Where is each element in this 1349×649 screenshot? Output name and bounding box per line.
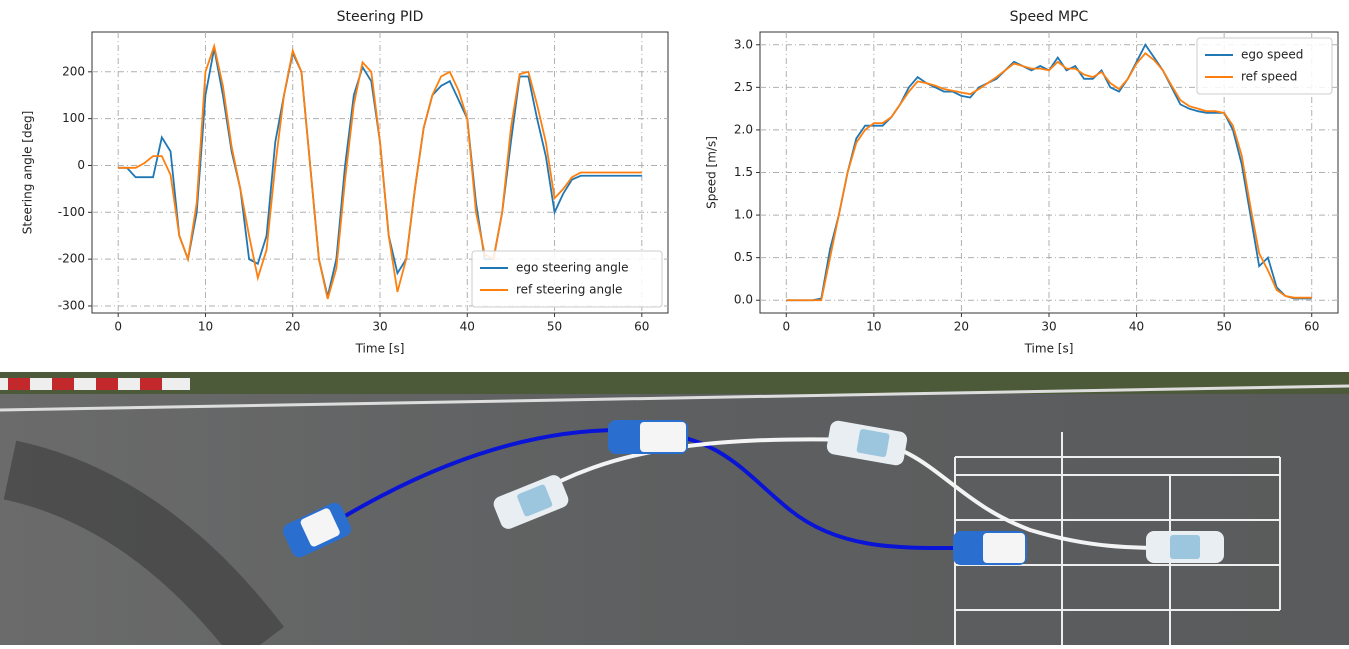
y-tick-label: 100 [62,111,85,125]
x-tick-label: 30 [372,320,387,334]
y-tick-label: 0.0 [734,293,753,307]
y-tick-label: 3.0 [734,37,753,51]
y-tick-label: 1.0 [734,208,753,222]
legend-label: ego speed [1241,48,1303,62]
grass [0,372,1349,394]
x-tick-label: 60 [634,320,649,334]
legend-label: ref steering angle [516,283,622,297]
x-tick-label: 0 [782,320,790,334]
x-tick-label: 40 [1129,320,1144,334]
chart-title: Speed MPC [1010,9,1089,25]
legend-label: ego steering angle [516,261,628,275]
track-photo [0,372,1349,649]
y-tick-label: 2.5 [734,80,753,94]
x-axis-label: Time [s] [1024,342,1074,356]
y-tick-label: -300 [58,298,85,312]
x-tick-label: 50 [1217,320,1232,334]
curb-stripes [8,378,162,390]
ref-path [528,437,1181,550]
y-axis-label: Steering angle [deg] [21,111,35,234]
x-tick-label: 20 [954,320,969,334]
series-line [118,42,642,300]
legend-box [471,250,663,308]
x-tick-label: 0 [114,320,122,334]
y-tick-label: 0 [77,158,85,172]
x-tick-label: 20 [285,320,300,334]
track-line [0,384,1349,412]
x-axis-label: Time [s] [355,342,405,356]
y-tick-label: 0.5 [734,250,753,264]
y-tick-label: -200 [58,252,85,266]
legend-box [1196,37,1333,95]
chart-title: Steering PID [337,9,424,25]
y-tick-label: 1.5 [734,165,753,179]
series-line [786,52,1312,302]
x-tick-label: 10 [866,320,881,334]
x-tick-label: 10 [198,320,213,334]
tire-marks [3,440,284,649]
y-tick-label: -100 [58,205,85,219]
y-tick-label: 2.0 [734,122,753,136]
cars [283,420,1224,565]
legend-label: ref speed [1241,70,1297,84]
x-tick-label: 30 [1041,320,1056,334]
y-axis-label: Speed [m/s] [705,136,719,209]
y-tick-label: 200 [62,64,85,78]
x-tick-label: 40 [460,320,475,334]
x-tick-label: 60 [1304,320,1319,334]
x-tick-label: 50 [547,320,562,334]
